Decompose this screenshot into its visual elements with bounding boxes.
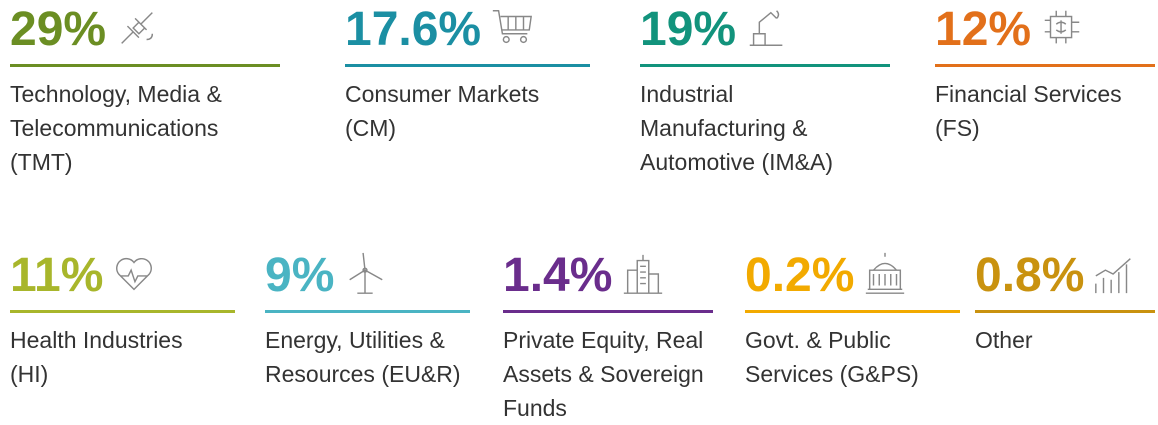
percentage: 1.4% (503, 249, 613, 302)
icon-graphic (116, 257, 153, 290)
underline (10, 64, 280, 67)
sector-icon (1039, 5, 1085, 56)
percentage: 17.6% (345, 3, 482, 56)
percentage: 19% (640, 3, 737, 56)
icon-graphic (492, 9, 533, 43)
sector-icon (111, 251, 157, 302)
icon-graphic (121, 11, 154, 44)
icon-graphic (749, 9, 783, 46)
sector-icon (744, 5, 790, 56)
item-head: 12% (935, 2, 1155, 58)
icon-graphic (624, 254, 663, 294)
sector-icon (1092, 251, 1138, 302)
item-head: 17.6% (345, 2, 590, 58)
sector-icon (489, 5, 535, 56)
percentage: 0.2% (745, 249, 855, 302)
item-head: 0.2% (745, 248, 960, 304)
underline (640, 64, 890, 67)
sector-item: 1.4% Private Equity, Real Assets & Sovere… (503, 248, 713, 425)
sector-item: 11% Health Industries (HI) (10, 248, 235, 391)
sector-item: 9% Energy, Utilities & Resources (EU&R) (265, 248, 470, 391)
sector-label: Govt. & Public Services (G&PS) (745, 327, 919, 387)
underline (745, 310, 960, 313)
sector-label: Other (975, 327, 1033, 353)
sector-item: 17.6% Consumer Markets (CM) (345, 2, 590, 145)
percentage: 9% (265, 249, 335, 302)
sector-label: Financial Services (FS) (935, 81, 1122, 141)
sector-icon (342, 251, 388, 302)
sector-item: 19% Industrial Manufacturing & Automotive… (640, 2, 890, 179)
underline (10, 310, 235, 313)
sector-label: Health Industries (HI) (10, 327, 183, 387)
percentage: 0.8% (975, 249, 1085, 302)
sector-label: Consumer Markets (CM) (345, 81, 540, 141)
icon-graphic (1095, 257, 1132, 293)
sector-item: 12% Financial Services (FS) (935, 2, 1155, 145)
item-head: 29% (10, 2, 280, 58)
item-head: 1.4% (503, 248, 713, 304)
underline (345, 64, 590, 67)
underline (503, 310, 713, 313)
sector-label: Private Equity, Real Assets & Sovereign … (503, 327, 704, 421)
sector-icon (114, 5, 160, 56)
sector-icon (620, 251, 666, 302)
sector-item: 0.2% Govt. & Public Services (G&PS) (745, 248, 960, 391)
percentage: 29% (10, 3, 107, 56)
item-head: 0.8% (975, 248, 1155, 304)
item-head: 19% (640, 2, 890, 58)
item-head: 11% (10, 248, 235, 304)
sector-label: Energy, Utilities & Resources (EU&R) (265, 327, 461, 387)
underline (265, 310, 470, 313)
item-head: 9% (265, 248, 470, 304)
sector-icon (862, 251, 908, 302)
sector-item: 0.8% Other (975, 248, 1155, 357)
sector-label: Industrial Manufacturing & Automotive (I… (640, 81, 833, 175)
underline (975, 310, 1155, 313)
sector-item: 29% Technology, Media & Telecommunication… (10, 2, 280, 179)
sector-label: Technology, Media & Telecommunications (… (10, 81, 222, 175)
icon-graphic (1044, 10, 1080, 43)
underline (935, 64, 1155, 67)
icon-graphic (349, 252, 383, 294)
percentage: 11% (10, 249, 104, 302)
icon-graphic (866, 252, 905, 294)
percentage: 12% (935, 3, 1032, 56)
